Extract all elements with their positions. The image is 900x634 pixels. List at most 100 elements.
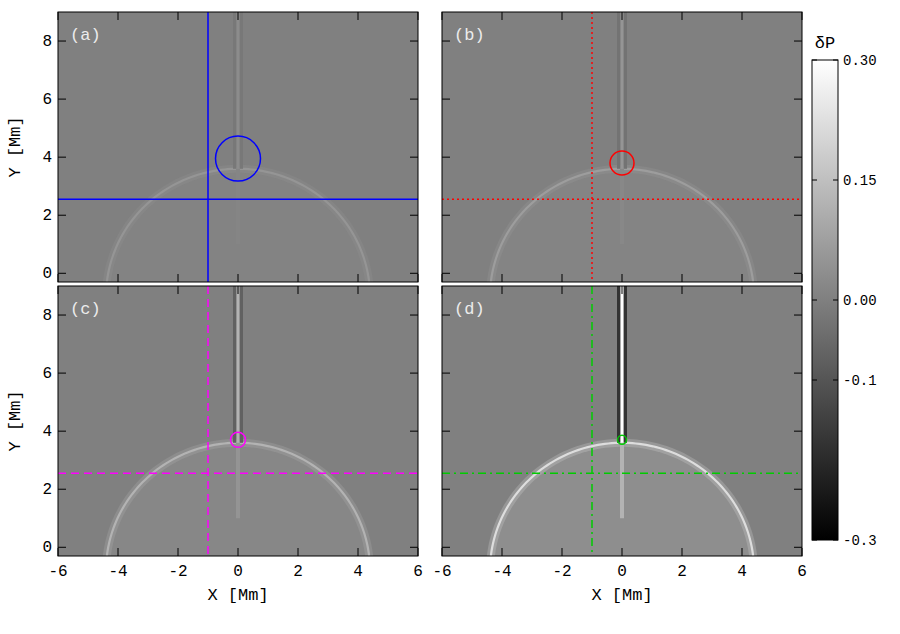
panel-label: (c) — [70, 300, 101, 319]
x-tick — [238, 12, 239, 20]
wave-front — [490, 443, 754, 556]
x-tick-label: -6 — [48, 563, 67, 581]
wave-front — [106, 443, 370, 556]
panel: -6-4-20246(d)X [Mm] — [432, 286, 806, 605]
x-tick — [442, 286, 443, 294]
y-tick — [794, 273, 802, 274]
x-tick — [118, 274, 119, 282]
region-circle — [610, 151, 634, 175]
x-tick — [622, 274, 623, 282]
jet — [621, 12, 624, 169]
background — [442, 12, 802, 282]
jet-flank — [617, 12, 621, 169]
y-tick — [58, 373, 66, 374]
x-tick — [58, 274, 59, 282]
y-tick — [410, 41, 418, 42]
y-tick-label: 4 — [42, 149, 52, 167]
jet — [237, 286, 240, 443]
cut-line-x — [591, 12, 593, 282]
x-tick — [562, 12, 563, 20]
y-tick — [442, 273, 450, 274]
x-tick-label: -2 — [168, 563, 187, 581]
jet-base — [236, 443, 240, 518]
colorbar-tick — [812, 540, 817, 541]
colorbar-tick-label: 0.15 — [843, 173, 877, 189]
x-tick — [298, 274, 299, 282]
colorbar-tick — [812, 380, 817, 381]
jet-base — [620, 443, 624, 518]
y-axis-title: Y [Mm] — [6, 390, 25, 451]
y-tick — [58, 215, 66, 216]
x-tick-label: -4 — [492, 563, 511, 581]
background — [442, 286, 802, 556]
x-tick — [118, 12, 119, 20]
x-tick-label: 4 — [353, 563, 363, 581]
wave-front-glow — [106, 443, 370, 556]
x-tick — [178, 548, 179, 556]
y-tick-label: 8 — [42, 307, 52, 325]
plot-area — [442, 12, 802, 282]
colorbar: 0.300.150.00-0.1-0.3δP — [812, 34, 877, 549]
y-tick — [58, 489, 66, 490]
x-tick — [562, 286, 563, 294]
x-tick — [58, 286, 59, 294]
x-tick — [58, 12, 59, 20]
wave-interior — [490, 169, 754, 282]
x-tick — [118, 548, 119, 556]
x-tick — [358, 286, 359, 294]
x-tick — [238, 286, 239, 294]
x-tick — [502, 12, 503, 20]
region-circle — [231, 432, 246, 447]
panel: 02468(a)Y [Mm] — [6, 12, 418, 297]
y-tick — [794, 431, 802, 432]
colorbar-title: δP — [815, 34, 835, 53]
colorbar-tick — [833, 60, 838, 61]
x-tick — [442, 12, 443, 20]
frame — [58, 286, 418, 556]
y-tick — [442, 157, 450, 158]
x-tick — [682, 12, 683, 20]
colorbar-tick-label: 0.30 — [843, 53, 877, 69]
jet-flank — [233, 12, 237, 169]
y-axis-title: Y [Mm] — [6, 116, 25, 177]
x-tick-label: 2 — [677, 563, 687, 581]
y-tick — [442, 99, 450, 100]
y-tick — [442, 215, 450, 216]
y-tick — [442, 547, 450, 548]
x-tick — [622, 286, 623, 294]
x-tick — [742, 274, 743, 282]
x-tick-label: -6 — [432, 563, 451, 581]
x-tick — [178, 12, 179, 20]
jet-base — [236, 169, 240, 244]
x-tick — [418, 286, 419, 294]
wave-interior — [106, 169, 370, 282]
x-tick — [502, 274, 503, 282]
y-tick — [794, 315, 802, 316]
x-tick — [622, 12, 623, 20]
background — [58, 12, 418, 282]
y-tick — [794, 157, 802, 158]
cut-line-y — [58, 473, 418, 475]
x-tick-label: 4 — [737, 563, 747, 581]
x-tick-label: 0 — [617, 563, 627, 581]
wave-interior — [490, 443, 754, 556]
y-tick-label: 6 — [42, 91, 52, 109]
jet-flank — [240, 286, 244, 443]
x-tick-label: 2 — [293, 563, 303, 581]
x-tick — [298, 12, 299, 20]
x-tick — [742, 12, 743, 20]
x-tick — [358, 12, 359, 20]
y-tick — [442, 373, 450, 374]
jet — [237, 12, 240, 169]
colorbar-tick — [812, 180, 817, 181]
region-circle — [618, 435, 627, 444]
frame — [442, 286, 802, 556]
y-tick — [58, 157, 66, 158]
x-tick — [442, 274, 443, 282]
panel-label: (b) — [454, 26, 485, 45]
jet-flank — [624, 12, 628, 169]
y-tick-label: 0 — [42, 265, 52, 283]
colorbar-scale — [812, 60, 838, 540]
colorbar-tick — [812, 300, 817, 301]
jet-flank — [624, 286, 628, 443]
